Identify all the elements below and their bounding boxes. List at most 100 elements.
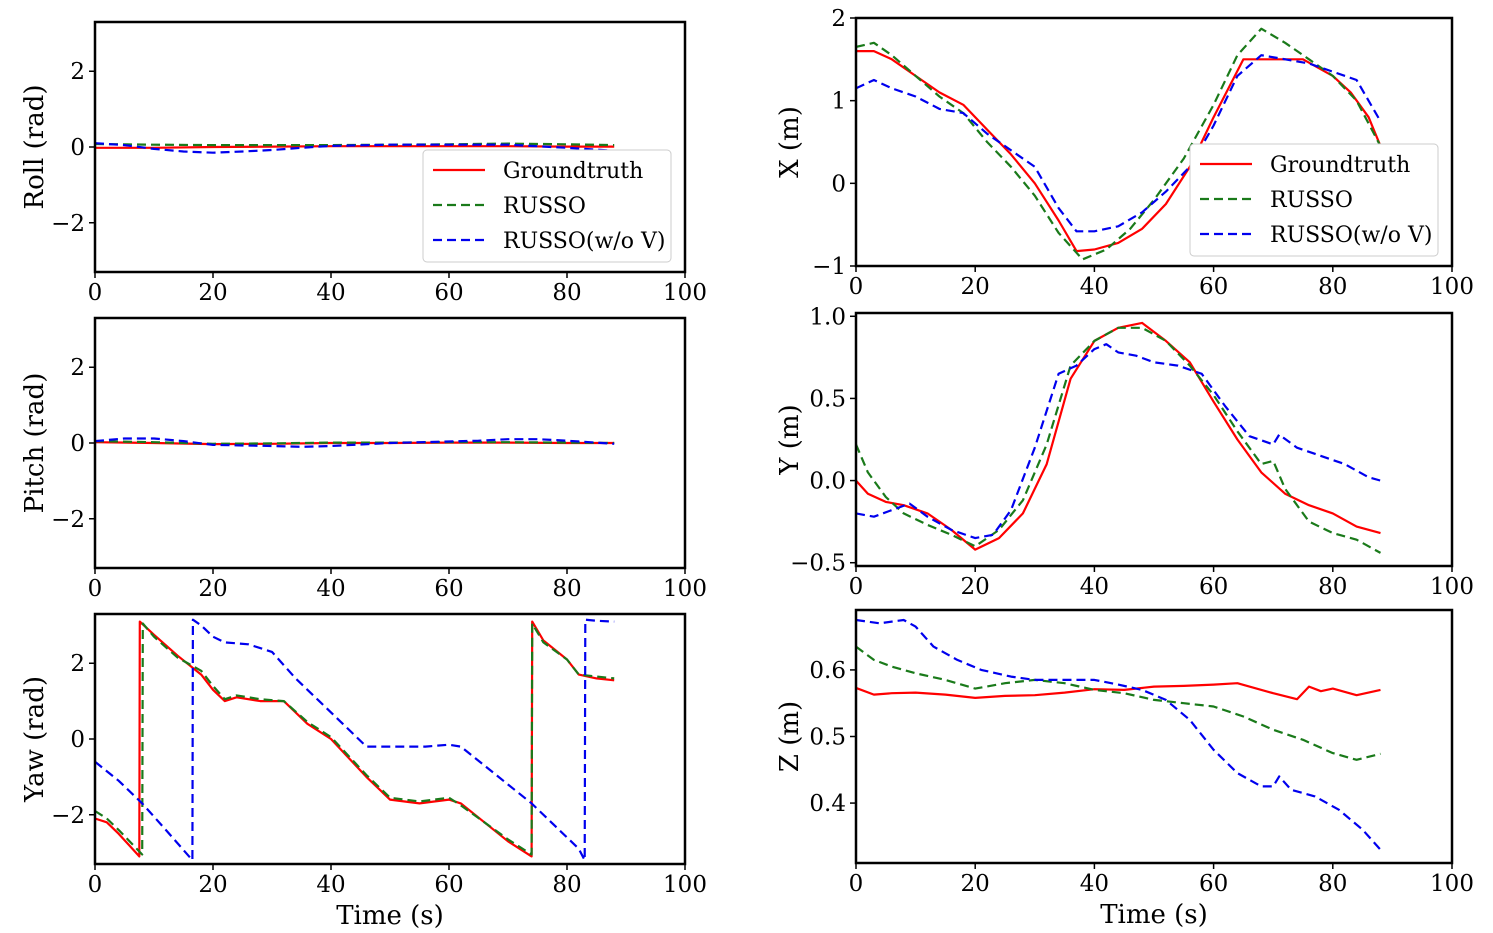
legend-label: RUSSO(w/o V) xyxy=(1270,223,1432,248)
x-tick-label: 0 xyxy=(88,872,103,898)
legend-box xyxy=(1189,143,1439,257)
series-line-groundtruth xyxy=(856,49,1382,253)
x-tick-label: 100 xyxy=(663,872,707,898)
chart-panel-4: 0 20 40 60 80 100 −2 0 2 Yaw (rad) Time (s) xyxy=(20,612,707,931)
x-tick-label: 0 xyxy=(849,274,864,300)
plot-frame xyxy=(854,311,1454,568)
x-tick-label: 40 xyxy=(316,280,345,306)
y-tick-label: 1 xyxy=(831,89,846,115)
x-tick-label: 100 xyxy=(1430,871,1474,897)
x-tick-label: 100 xyxy=(663,576,707,602)
y-axis-label: Y (m) xyxy=(775,404,805,475)
x-tick-label: 0 xyxy=(88,280,103,306)
x-tick-label: 20 xyxy=(198,576,227,602)
chart-panel-5: 0 20 40 60 80 100 0.4 0.5 0.6Z (m) Time (s) xyxy=(775,608,1474,930)
y-axis-label: Yaw (rad) xyxy=(20,676,50,803)
plot-frame xyxy=(854,608,1454,865)
series-line-russo xyxy=(95,142,615,147)
x-tick-label: 20 xyxy=(961,871,990,897)
x-tick-label: 40 xyxy=(1080,871,1109,897)
series-line-russo-w-o-v- xyxy=(95,618,615,862)
x-tick-label: 40 xyxy=(1080,574,1109,600)
x-tick-label: 40 xyxy=(316,576,345,602)
series-line-russo xyxy=(856,27,1382,261)
x-tick-label: 60 xyxy=(434,872,463,898)
y-axis-label: Z (m) xyxy=(775,701,805,772)
x-tick-label: 100 xyxy=(1430,574,1474,600)
y-tick-label: 0 xyxy=(831,171,846,197)
series-line-russo xyxy=(95,440,615,445)
x-axis-label: Time (s) xyxy=(336,901,444,931)
y-tick-label: 0 xyxy=(70,135,85,161)
y-axis-label: Pitch (rad) xyxy=(20,373,50,514)
x-tick-label: 80 xyxy=(552,280,581,306)
x-tick-label: 20 xyxy=(961,274,990,300)
y-tick-label: 1.0 xyxy=(809,304,846,330)
x-tick-label: 20 xyxy=(198,280,227,306)
x-tick-label: 80 xyxy=(1318,274,1347,300)
y-tick-label: 0 xyxy=(70,431,85,457)
x-axis-label: Time (s) xyxy=(1100,900,1208,930)
legend: Groundtruth RUSSO RUSSO(w/o V) xyxy=(422,149,672,263)
y-tick-label: 0.0 xyxy=(809,469,846,495)
series-line-groundtruth xyxy=(95,620,615,858)
plot-frame xyxy=(93,612,687,866)
legend-label: RUSSO(w/o V) xyxy=(503,229,665,254)
x-tick-label: 0 xyxy=(849,574,864,600)
y-tick-label: −2 xyxy=(51,507,85,533)
x-tick-label: 80 xyxy=(1318,871,1347,897)
legend-label: RUSSO xyxy=(503,194,586,219)
y-tick-label: 0.6 xyxy=(809,658,846,684)
y-tick-label: −1 xyxy=(812,254,846,280)
x-tick-label: 80 xyxy=(1318,574,1347,600)
series-line-russo-w-o-v- xyxy=(856,343,1381,540)
legend-label: Groundtruth xyxy=(503,159,643,184)
y-tick-label: −0.5 xyxy=(790,551,846,577)
x-tick-label: 80 xyxy=(552,576,581,602)
chart-panel-2: 0 20 40 60 80 100 −2 0 2 Pitch (rad) xyxy=(20,316,707,602)
x-tick-label: 20 xyxy=(198,872,227,898)
y-tick-label: 2 xyxy=(70,355,85,381)
x-tick-label: 40 xyxy=(316,872,345,898)
y-tick-label: 0.5 xyxy=(809,386,846,412)
x-tick-label: 80 xyxy=(552,872,581,898)
legend-box xyxy=(422,149,672,263)
series-line-russo-w-o-v- xyxy=(856,618,1382,851)
y-axis-label: Roll (rad) xyxy=(20,85,50,210)
x-tick-label: 40 xyxy=(1080,274,1109,300)
x-tick-label: 60 xyxy=(434,280,463,306)
y-tick-label: 0.4 xyxy=(809,791,846,817)
y-tick-label: −2 xyxy=(51,803,85,829)
x-tick-label: 0 xyxy=(88,576,103,602)
series-line-russo xyxy=(95,622,615,856)
x-tick-label: 60 xyxy=(434,576,463,602)
y-tick-label: 2 xyxy=(70,59,85,85)
legend: Groundtruth RUSSO RUSSO(w/o V) xyxy=(1189,143,1439,257)
chart-panel-3: 0 20 40 60 80 100 −0.5 0.0 0.5 1.0 Y (m) xyxy=(775,304,1474,600)
y-tick-label: 2 xyxy=(831,6,846,32)
x-tick-label: 100 xyxy=(663,280,707,306)
x-tick-label: 60 xyxy=(1199,574,1228,600)
x-tick-label: 20 xyxy=(961,574,990,600)
series-line-russo-w-o-v- xyxy=(856,54,1382,233)
chart-panel-0: 0 20 40 60 80 100 −2 0 2 Roll (rad) Groundtruth RUS… xyxy=(20,20,707,306)
series-line-russo xyxy=(856,326,1382,554)
legend-label: Groundtruth xyxy=(1270,153,1410,178)
series-line-groundtruth xyxy=(856,321,1381,551)
y-tick-label: 0.5 xyxy=(809,725,846,751)
y-tick-label: 2 xyxy=(70,651,85,677)
legend-label: RUSSO xyxy=(1270,188,1353,213)
plot-frame xyxy=(854,16,1454,268)
series-line-russo-w-o-v- xyxy=(95,142,615,154)
y-tick-label: 0 xyxy=(70,727,85,753)
x-tick-label: 60 xyxy=(1199,871,1228,897)
y-axis-label: X (m) xyxy=(775,106,805,178)
x-tick-label: 0 xyxy=(849,871,864,897)
series-line-russo xyxy=(856,645,1381,761)
x-tick-label: 60 xyxy=(1199,274,1228,300)
x-tick-label: 100 xyxy=(1430,274,1474,300)
y-tick-label: −2 xyxy=(51,211,85,237)
